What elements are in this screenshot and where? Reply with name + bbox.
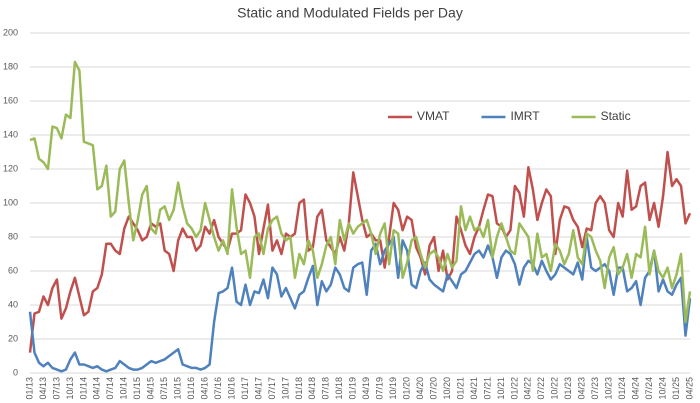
x-tick-label: 01/20 (402, 377, 412, 400)
x-tick-label: 07/13 (51, 377, 61, 400)
x-tick-label: 10/24 (657, 377, 667, 400)
x-tick-label: 10/14 (119, 377, 129, 400)
x-tick-label: 01/21 (455, 377, 465, 400)
x-tick-label: 04/13 (38, 377, 48, 400)
y-tick-label: 140 (3, 129, 18, 139)
y-tick-label: 100 (3, 197, 18, 207)
x-tick-label: 04/20 (415, 377, 425, 400)
x-tick-label: 10/17 (280, 377, 290, 400)
x-tick-label: 07/16 (213, 377, 223, 400)
y-tick-label: 80 (8, 231, 18, 241)
x-tick-label: 04/21 (469, 377, 479, 400)
x-tick-label: 04/22 (523, 377, 533, 400)
x-tick-label: 01/18 (294, 377, 304, 400)
x-tick-label: 04/18 (307, 377, 317, 400)
x-tick-label: 04/17 (253, 377, 263, 400)
y-tick-label: 20 (8, 333, 18, 343)
x-tick-label: 10/19 (388, 377, 398, 400)
x-tick-label: 01/25 (671, 377, 681, 400)
x-tick-label: 04/24 (630, 377, 640, 400)
x-tick-label: 07/14 (105, 377, 115, 400)
x-tick-label: 10/13 (65, 377, 75, 400)
x-tick-label: 04/25 (684, 377, 694, 400)
x-tick-label: 07/17 (267, 377, 277, 400)
legend-label: VMAT (417, 109, 450, 123)
line-series (29, 60, 692, 324)
y-tick-label: 120 (3, 163, 18, 173)
x-tick-label: 01/13 (24, 377, 34, 400)
y-tick-label: 160 (3, 95, 18, 105)
y-tick-label: 200 (3, 27, 18, 37)
x-tick-label: 04/19 (361, 377, 371, 400)
x-tick-label: 01/22 (509, 377, 519, 400)
x-tick-label: 07/23 (590, 377, 600, 400)
x-tick-label: 01/15 (132, 377, 142, 400)
x-tick-label: 10/16 (226, 377, 236, 400)
x-tick-label: 01/19 (348, 377, 358, 400)
x-tick-label: 10/22 (550, 377, 560, 400)
x-tick-label: 10/20 (442, 377, 452, 400)
x-tick-label: 07/15 (159, 377, 169, 400)
x-tick-label: 04/14 (92, 377, 102, 400)
y-tick-label: 0 (13, 367, 18, 377)
legend-label: Static (601, 109, 631, 123)
x-tick-label: 04/15 (146, 377, 156, 400)
legend-label: IMRT (510, 109, 540, 123)
y-tick-label: 40 (8, 299, 18, 309)
line-series (28, 235, 692, 373)
x-tick-label: 01/24 (617, 377, 627, 400)
x-tick-label: 07/18 (321, 377, 331, 400)
chart-title: Static and Modulated Fields per Day (237, 5, 463, 21)
x-tick-label: 04/16 (199, 377, 209, 400)
y-tick-label: 180 (3, 61, 18, 71)
x-tick-label: 07/19 (375, 377, 385, 400)
line-series (28, 150, 692, 353)
x-tick-label: 01/17 (240, 377, 250, 400)
x-tick-label: 01/16 (186, 377, 196, 400)
x-tick-label: 07/22 (536, 377, 546, 400)
x-tick-label: 10/23 (604, 377, 614, 400)
x-tick-label: 10/21 (496, 377, 506, 400)
x-tick-label: 07/24 (644, 377, 654, 400)
x-tick-label: 07/21 (482, 377, 492, 400)
x-tick-label: 04/23 (577, 377, 587, 400)
x-tick-label: 01/14 (78, 377, 88, 400)
x-tick-label: 07/20 (428, 377, 438, 400)
x-tick-label: 10/18 (334, 377, 344, 400)
y-tick-label: 60 (8, 265, 18, 275)
x-tick-label: 01/23 (563, 377, 573, 400)
x-tick-label: 10/15 (173, 377, 183, 400)
